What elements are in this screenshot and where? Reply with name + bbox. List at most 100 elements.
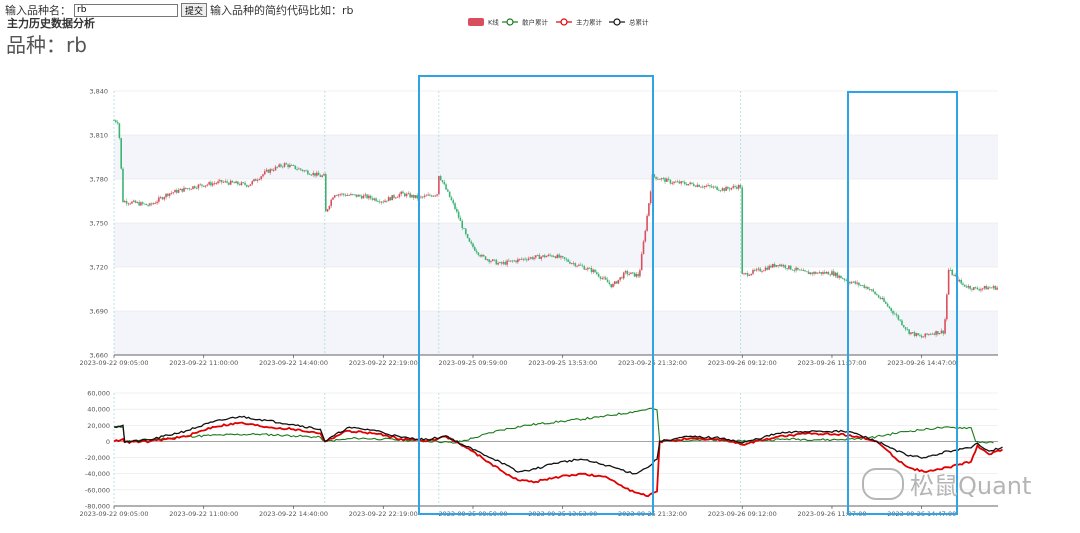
candle <box>233 182 236 184</box>
candle <box>298 168 300 170</box>
candle <box>861 285 864 287</box>
candle <box>622 272 625 279</box>
candle <box>350 194 352 196</box>
candle <box>854 281 857 284</box>
submit-button[interactable]: 提交 <box>181 3 208 17</box>
y-tick-label: 40,000 <box>87 406 110 414</box>
candle <box>123 201 126 203</box>
candle <box>938 333 941 335</box>
y-tick-label: -60,000 <box>85 486 110 494</box>
candle <box>752 269 754 274</box>
candle <box>626 271 629 275</box>
candle <box>872 289 875 292</box>
candle <box>888 306 891 308</box>
y-tick-label: 3,780 <box>89 176 108 184</box>
candle <box>260 176 262 180</box>
candle <box>143 203 146 205</box>
candle <box>533 257 535 260</box>
candle <box>170 192 173 194</box>
candle <box>802 270 805 272</box>
y-tick-label: 3,810 <box>89 132 108 140</box>
x-tick-label: 2023-09-26 09:12:00 <box>708 510 777 518</box>
y-tick-label: 3,840 <box>89 88 108 96</box>
candle <box>167 193 169 196</box>
candle <box>174 189 176 193</box>
candle <box>136 202 139 203</box>
candle <box>368 195 370 199</box>
candle <box>269 169 271 173</box>
legend-label: 主力累计 <box>576 18 603 27</box>
candle <box>436 194 438 196</box>
legend-label: 总累计 <box>629 18 649 27</box>
candle <box>608 282 611 285</box>
candle <box>317 172 320 176</box>
candle <box>915 333 918 336</box>
candle <box>780 264 783 267</box>
candle <box>513 260 516 262</box>
candle <box>389 197 392 201</box>
product-input[interactable] <box>74 3 178 17</box>
candle <box>714 186 717 188</box>
candle <box>601 278 604 279</box>
candle <box>465 228 467 235</box>
candle <box>901 320 903 326</box>
x-tick-label: 2023-09-22 14:40:00 <box>259 510 328 518</box>
candle <box>655 176 657 179</box>
candle <box>366 194 368 199</box>
candle <box>254 179 257 181</box>
candle <box>766 267 769 270</box>
candle <box>829 274 831 276</box>
candle <box>574 263 577 267</box>
candle <box>845 280 848 281</box>
candle <box>804 270 806 272</box>
candle <box>199 184 201 186</box>
candle <box>827 272 830 275</box>
y-tick-label: 3,690 <box>89 308 108 316</box>
candle <box>344 194 347 196</box>
candle <box>892 310 894 314</box>
candle <box>294 165 297 169</box>
candle <box>220 180 223 183</box>
highlight-box <box>418 75 654 515</box>
candle <box>499 262 501 264</box>
candle <box>183 187 185 192</box>
candle <box>718 189 720 191</box>
candle <box>459 217 462 221</box>
candle <box>468 237 471 242</box>
candle <box>664 178 666 182</box>
candle <box>736 187 738 189</box>
candle <box>382 201 385 203</box>
candle <box>272 170 275 172</box>
candle <box>470 241 472 244</box>
candle <box>996 287 998 290</box>
candle <box>549 254 551 256</box>
candle <box>757 268 760 270</box>
candle <box>466 234 469 238</box>
candle <box>132 200 135 202</box>
candle <box>745 273 747 274</box>
candle <box>481 254 483 257</box>
candle <box>721 188 724 191</box>
candle <box>421 196 424 198</box>
candle <box>994 286 997 290</box>
candle <box>762 270 765 272</box>
candle <box>603 277 605 279</box>
candle <box>691 182 693 184</box>
candle <box>197 184 200 189</box>
candle <box>172 192 175 194</box>
candle <box>244 182 246 185</box>
y-tick-label: 60,000 <box>87 390 110 398</box>
candle <box>955 274 957 277</box>
y-tick-label: 0 <box>106 438 110 446</box>
candle <box>660 178 663 180</box>
candle <box>640 254 643 271</box>
candle <box>163 197 166 200</box>
candle <box>990 287 993 289</box>
grid-band <box>114 311 998 355</box>
candle <box>552 256 555 258</box>
candle <box>624 271 627 273</box>
candle <box>391 195 394 201</box>
candle <box>619 277 621 280</box>
candle <box>594 269 596 273</box>
candle <box>565 258 568 260</box>
